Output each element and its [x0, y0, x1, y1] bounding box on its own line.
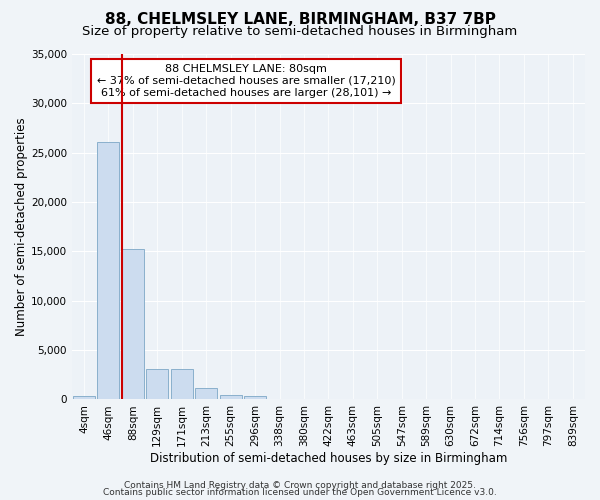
Text: Contains HM Land Registry data © Crown copyright and database right 2025.: Contains HM Land Registry data © Crown c… [124, 481, 476, 490]
Bar [122, 250, 144, 400]
Bar [171, 369, 193, 400]
Text: 88 CHELMSLEY LANE: 80sqm
← 37% of semi-detached houses are smaller (17,210)
61% : 88 CHELMSLEY LANE: 80sqm ← 37% of semi-d… [97, 64, 395, 98]
Y-axis label: Number of semi-detached properties: Number of semi-detached properties [15, 118, 28, 336]
Text: 88, CHELMSLEY LANE, BIRMINGHAM, B37 7BP: 88, CHELMSLEY LANE, BIRMINGHAM, B37 7BP [104, 12, 496, 28]
Text: Contains public sector information licensed under the Open Government Licence v3: Contains public sector information licen… [103, 488, 497, 497]
Bar [220, 394, 242, 400]
Bar [195, 388, 217, 400]
Bar [73, 396, 95, 400]
X-axis label: Distribution of semi-detached houses by size in Birmingham: Distribution of semi-detached houses by … [149, 452, 507, 465]
Bar [97, 142, 119, 400]
Text: Size of property relative to semi-detached houses in Birmingham: Size of property relative to semi-detach… [82, 25, 518, 38]
Bar [244, 396, 266, 400]
Bar [146, 369, 169, 400]
